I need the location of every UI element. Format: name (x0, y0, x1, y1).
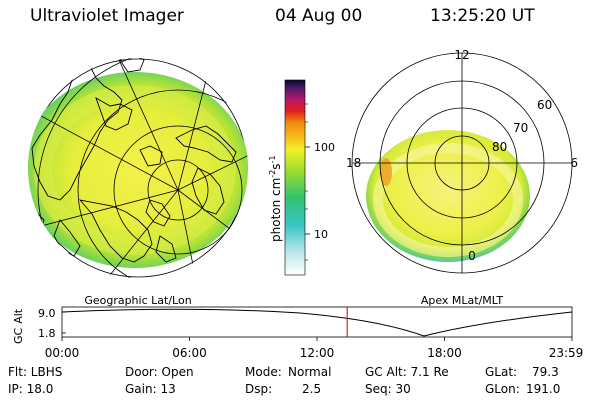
mlat-label-80: 80 (492, 140, 507, 154)
mlt-label-12: 12 (454, 48, 469, 62)
seq-info: Seq: 30 (365, 382, 411, 396)
filter-info: Flt: LBHS (8, 365, 63, 379)
door-info: Door: Open (125, 365, 194, 379)
colorbar-tick-10: 10 (314, 228, 328, 241)
mlat-label-70: 70 (513, 121, 528, 135)
polar-map: 12 18 6 0 60 70 80 (346, 48, 578, 274)
glat-label: GLat: (485, 365, 518, 379)
mlt-label-6: 6 (570, 156, 578, 170)
mlt-label-0: 0 (468, 249, 476, 263)
mlt-label-18: 18 (346, 156, 361, 170)
mlat-label-60: 60 (537, 98, 552, 112)
orbit-xtick-2359: 23:59 (549, 346, 584, 360)
orbit-xtick-0000: 00:00 (45, 346, 80, 360)
observation-date: 04 Aug 00 (275, 6, 363, 26)
mode-value: Normal (288, 365, 332, 379)
orbit-xtick-1200: 12:00 (300, 346, 335, 360)
gc-alt-info: GC Alt: 7.1 Re (365, 365, 449, 379)
colorbar-tick-100: 100 (314, 141, 335, 154)
observation-time: 13:25:20 UT (430, 6, 535, 26)
altitude-curve (61, 308, 573, 337)
orbit-ylabel: GCAlt (12, 308, 25, 344)
orbit-ytick-top: 9.0 (38, 307, 56, 320)
geographic-map (28, 58, 248, 278)
glon-label: GLon: (485, 382, 520, 396)
gain-info: Gain: 13 (125, 382, 176, 396)
orbit-xtick-0600: 06:00 (172, 346, 207, 360)
polar-map-caption: Apex MLat/MLT (421, 294, 504, 307)
coastlines (29, 58, 237, 263)
instrument-title: Ultraviolet Imager (30, 6, 184, 26)
colorbar-unit-label: photon cm-2s-1 (268, 155, 283, 242)
glat-value: 79.3 (532, 365, 559, 379)
orbit-ytick-bottom: 1.8 (38, 327, 56, 340)
ip-info: IP: 18.0 (8, 382, 54, 396)
glon-value: 191.0 (526, 382, 561, 396)
colorbar-gradient (284, 79, 306, 276)
geo-map-caption: Geographic Lat/Lon (84, 294, 191, 307)
colorbar: 100 10 photon cm-2s-1 (268, 79, 335, 276)
mode-label: Mode: (245, 365, 282, 379)
dsp-value: 2.5 (302, 382, 322, 396)
orbit-xtick-1800: 18:00 (427, 346, 462, 360)
dsp-label: Dsp: (245, 382, 273, 396)
orbit-plot: 9.0 1.8 GCAlt 00:00 06:00 12:00 18:00 23… (12, 306, 584, 360)
